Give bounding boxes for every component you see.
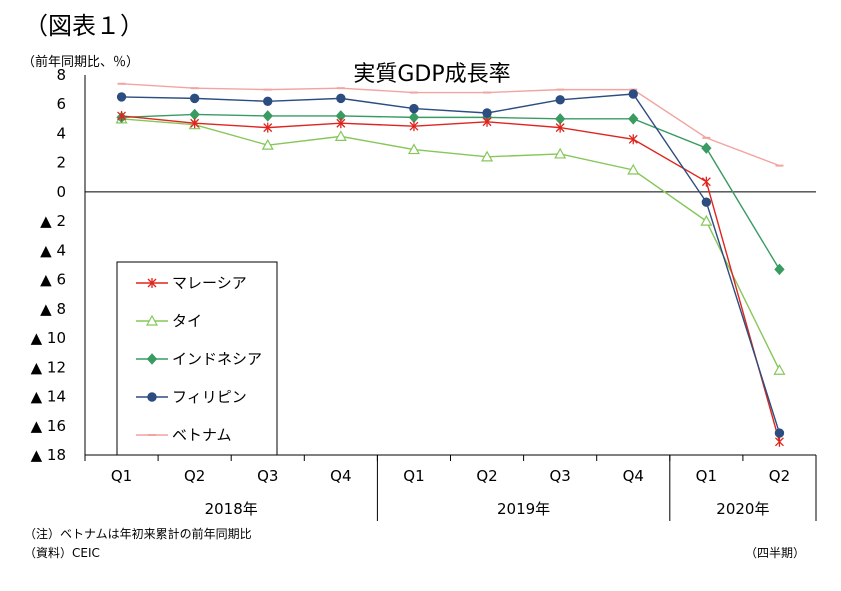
data-point-diamond <box>774 263 785 276</box>
figure-label: （図表１） <box>24 12 144 40</box>
series-line <box>121 113 781 270</box>
data-point-asterisk <box>555 122 565 133</box>
series-line <box>121 115 781 443</box>
x-tick-label: Q1 <box>403 467 424 485</box>
y-tick-label: ▲ 2 <box>40 212 66 230</box>
data-point-circle <box>189 93 200 104</box>
data-point-circle <box>774 428 785 438</box>
series-group <box>116 89 785 438</box>
legend-label: マレーシア <box>172 274 247 292</box>
data-point-asterisk <box>263 122 273 133</box>
y-tick-label: ▲ 4 <box>40 241 66 259</box>
data-point-circle <box>482 108 492 118</box>
data-point-diamond <box>146 353 158 365</box>
data-point-circle <box>409 103 419 114</box>
legend-label: インドネシア <box>172 350 262 368</box>
data-point-circle <box>263 96 273 107</box>
data-point-diamond <box>701 142 712 154</box>
y-tick-label: 6 <box>56 95 66 113</box>
data-point-triangle <box>334 130 347 141</box>
footnote: （注）ベトナムは年初来累計の前年同期比 <box>24 527 252 541</box>
legend-label: フィリピン <box>172 388 247 406</box>
year-group-label: 2020年 <box>716 500 769 518</box>
y-tick-label: ▲ 10 <box>31 329 66 347</box>
chart-title: 実質GDP成長率 <box>353 62 510 87</box>
x-tick-label: Q3 <box>549 467 570 485</box>
period-label: （四半期） <box>745 546 806 560</box>
data-point-circle <box>116 92 127 102</box>
data-point-circle <box>701 197 712 207</box>
data-point-asterisk <box>117 110 127 121</box>
y-tick-label: 0 <box>56 183 66 201</box>
x-tick-label: Q4 <box>623 467 644 485</box>
series-line <box>121 118 781 371</box>
y-axis-ticks: 8 6 4 2 0 ▲ 2 ▲ 4 ▲ 6 ▲ 8 ▲ 10 ▲ 12 ▲ 14 ▲ 16 ▲ 18 <box>31 66 66 464</box>
data-point-diamond <box>189 108 200 121</box>
x-tick-label: Q3 <box>257 467 278 485</box>
data-point-triangle <box>554 147 567 159</box>
y-tick-label: ▲ 8 <box>40 300 66 318</box>
y-tick-label: ▲ 12 <box>31 358 66 376</box>
data-point-triangle <box>481 150 494 162</box>
data-point-asterisk <box>409 121 419 132</box>
data-point-asterisk <box>147 278 157 288</box>
data-point-triangle <box>407 143 420 155</box>
data-point-circle <box>628 89 638 99</box>
data-point-circle <box>147 392 157 402</box>
legend-label: タイ <box>172 312 202 330</box>
data-point-diamond <box>554 113 566 125</box>
data-point-diamond <box>262 110 273 122</box>
x-tick-label: Q1 <box>111 467 132 485</box>
data-point-diamond <box>408 111 420 124</box>
series-lines <box>115 82 786 447</box>
data-point-asterisk <box>628 134 638 145</box>
x-tick-label: Q4 <box>330 467 351 485</box>
data-point-asterisk <box>190 118 200 129</box>
y-tick-label: ▲ 6 <box>40 271 66 289</box>
x-tick-label: Q2 <box>476 467 497 485</box>
data-point-circle <box>555 95 565 105</box>
year-group-label: 2018年 <box>205 500 258 518</box>
series-group <box>117 110 784 447</box>
data-point-triangle <box>261 138 274 150</box>
legend-label: ベトナム <box>172 426 232 444</box>
data-point-diamond <box>628 113 639 125</box>
series-line <box>121 93 781 434</box>
data-point-asterisk <box>701 176 711 187</box>
data-point-circle <box>336 93 346 104</box>
x-tick-label: Q2 <box>184 467 205 485</box>
series-line <box>121 83 780 167</box>
y-tick-label: ▲ 18 <box>31 446 66 464</box>
data-point-triangle <box>700 214 713 226</box>
series-group <box>115 112 786 375</box>
x-tick-label: Q2 <box>769 467 790 485</box>
data-point-triangle <box>145 314 159 326</box>
y-tick-label: ▲ 16 <box>31 417 66 435</box>
y-tick-label: ▲ 14 <box>31 388 66 406</box>
y-tick-label: 2 <box>56 154 66 172</box>
data-point-asterisk <box>336 118 346 129</box>
y-axis-unit-label: （前年同期比、％） <box>22 55 140 70</box>
y-tick-label: 4 <box>56 124 66 142</box>
x-tick-label: Q1 <box>696 467 717 485</box>
data-point-triangle <box>773 363 786 375</box>
data-point-triangle <box>627 163 640 175</box>
year-group-label: 2019年 <box>497 500 550 518</box>
source-note: （資料）CEIC <box>24 546 100 560</box>
data-point-asterisk <box>482 116 492 127</box>
data-point-asterisk <box>774 436 784 447</box>
y-tick-label: 8 <box>56 66 66 84</box>
